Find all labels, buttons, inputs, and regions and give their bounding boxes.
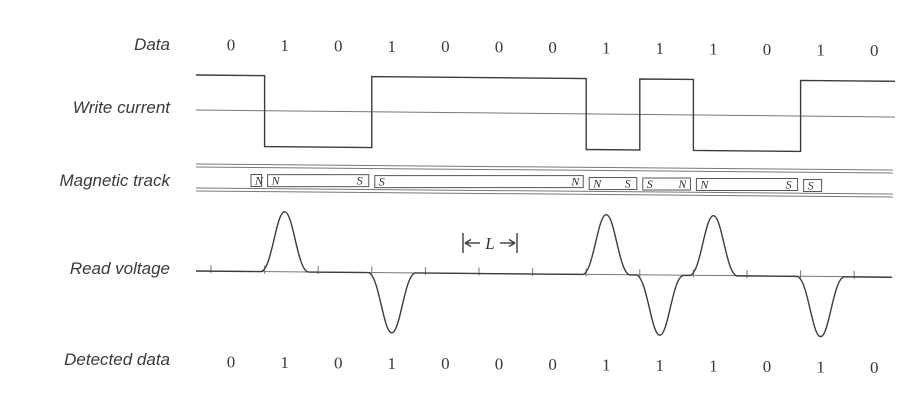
domain-box xyxy=(695,178,799,192)
detected-bit: 0 xyxy=(495,355,504,374)
detected-bit: 0 xyxy=(870,358,879,377)
track-edge-bottom-outer xyxy=(195,190,894,198)
data-bit: 1 xyxy=(280,36,289,55)
data-bit: 0 xyxy=(870,41,879,60)
detected-bit: 1 xyxy=(280,353,289,372)
detected-bit: 0 xyxy=(441,354,450,373)
domain-pole-left: N xyxy=(271,174,281,188)
detected-bit: 0 xyxy=(227,352,236,371)
domain-pole-left: N xyxy=(699,178,709,192)
track-edge-top-outer xyxy=(195,163,894,171)
magnetic-domain: N xyxy=(250,173,264,187)
detected-bit: 0 xyxy=(548,355,557,374)
read-voltage-row-label: Read voltage xyxy=(70,259,170,278)
domain-pole-left: S xyxy=(808,178,814,192)
detected-bit: 1 xyxy=(388,354,397,373)
write-current-row-label: Write current xyxy=(73,98,172,117)
data-bit: 1 xyxy=(709,40,718,59)
domain-pole-right: S xyxy=(786,178,792,192)
magnetic-track-row-label: Magnetic track xyxy=(59,171,171,190)
data-bit: 1 xyxy=(602,39,611,58)
detected-bit: 1 xyxy=(602,356,611,375)
domain-pole-right: N xyxy=(677,177,687,191)
domain-pole-left: S xyxy=(379,175,385,189)
domain-pole-right: N xyxy=(570,175,580,189)
data-bits: 0 1 0 1 0 0 0 1 1 1 0 1 0 xyxy=(227,35,879,60)
domain-box xyxy=(803,178,823,192)
data-bit: 1 xyxy=(816,41,825,60)
magnetic-domain: S xyxy=(803,178,823,192)
domain-box xyxy=(588,177,638,191)
domain-box xyxy=(642,177,691,191)
domain-pole-right: S xyxy=(357,174,363,188)
detected-bit: 0 xyxy=(763,357,772,376)
write-current-baseline xyxy=(195,109,896,118)
write-current-waveform xyxy=(195,74,896,153)
L-label: L xyxy=(484,234,494,253)
data-bit: 0 xyxy=(763,40,772,59)
track-edge-bottom-inner xyxy=(195,187,894,195)
domain-pole-left: N xyxy=(592,177,602,191)
detected-bit: 1 xyxy=(656,356,665,375)
domain-box xyxy=(250,173,263,187)
data-bit: 0 xyxy=(495,38,504,57)
domain-pole-right: S xyxy=(625,177,631,191)
data-bit: 0 xyxy=(548,38,557,57)
data-bit: 0 xyxy=(441,37,450,56)
domain-box xyxy=(374,175,584,189)
read-voltage-trace xyxy=(195,211,893,338)
read-voltage-waveform xyxy=(195,211,893,338)
bit-cell-length-marker: L xyxy=(462,233,518,253)
write-current-trace xyxy=(195,74,896,153)
data-row-label: Data xyxy=(134,35,170,54)
domain-box xyxy=(267,174,370,188)
L-marker-left-arrowhead xyxy=(464,238,472,248)
track-edge-top-inner xyxy=(195,166,894,174)
domain-pole-left: S xyxy=(647,177,653,191)
detected-bit: 1 xyxy=(816,358,825,377)
detected-data-row-label: Detected data xyxy=(64,350,170,369)
L-marker-right-arrowhead xyxy=(508,238,516,248)
detected-bit: 1 xyxy=(709,357,718,376)
domain-pole-left: N xyxy=(254,173,264,187)
detected-bit: 0 xyxy=(334,353,343,372)
detected-data-bits: 0 1 0 1 0 0 0 1 1 1 0 1 0 xyxy=(227,352,879,377)
data-bit: 0 xyxy=(227,35,236,54)
data-bit: 1 xyxy=(388,37,397,56)
data-bit: 1 xyxy=(656,39,665,58)
data-bit: 0 xyxy=(334,36,343,55)
